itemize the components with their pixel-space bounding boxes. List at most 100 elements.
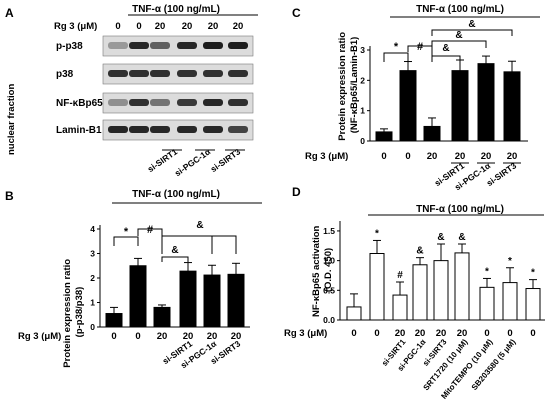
panel-c-sig-bracket [431, 40, 487, 48]
panel-d-bar [346, 306, 362, 321]
panel-a-blot-band [203, 42, 223, 49]
panel-a-treatment-label: TNF-α (100 ng/mL) [132, 4, 220, 15]
panel-c-y-tick-label: 1 [360, 106, 365, 116]
panel-c-ylabel-line1: Protein expression ratio [337, 32, 348, 141]
panel-b-y-tick-label: 2 [90, 273, 95, 283]
panel-a-knockdown-label: si-PGC-1α [173, 146, 213, 178]
panel-d-treatment-label: SB203580 (5 μM) [470, 337, 518, 392]
panel-d-bar-mark: & [458, 232, 465, 243]
panel-c-bar [375, 131, 393, 142]
panel-a-blot-band [108, 70, 128, 77]
panel-a-blot-band [150, 99, 170, 106]
panel-b-ylabel: Protein expression ratio (p-p38/p38) [62, 256, 85, 367]
panel-b-x-label: 20 [207, 331, 218, 342]
panel-c-x-label: 20 [507, 151, 518, 162]
panel-a-fraction-label: nuclear fraction [6, 84, 17, 155]
panel-b-bar [105, 313, 123, 328]
panel-b-bar [227, 273, 245, 328]
panel-d: D TNF-α (100 ng/mL) NF-κBp65 activation … [284, 185, 545, 401]
panel-d-bar [369, 253, 385, 321]
panel-b-y-tick-label: 1 [90, 298, 95, 308]
panel-b-rg3-label: Rg 3 (μM) [18, 331, 61, 342]
panel-c-sig-label: & [442, 43, 449, 54]
panel-d-ylabel: NF-κBp65 activation (O.D. 450) [311, 223, 334, 317]
panel-a-lane-label: 20 [233, 21, 244, 32]
panel-c-sig-bracket [383, 52, 409, 62]
panel-d-treatment-label: TNF-α (100 ng/mL) [416, 204, 504, 215]
panel-d-bar-mark: * [508, 256, 512, 267]
panel-b-y-tick-label: 3 [90, 249, 95, 259]
panel-d-x-label: 20 [457, 328, 468, 339]
panel-a: A TNF-α (100 ng/mL) Rg 3 (μM) 0 0 20 20 20 20… [5, 4, 258, 178]
panel-c-y-tick-label: 0 [360, 136, 365, 146]
panel-b-bar [129, 265, 147, 328]
panel-c-bar [477, 63, 495, 142]
panel-a-lane-label: 0 [115, 21, 120, 32]
panel-a-blot-band [150, 42, 170, 49]
panel-b-sig-label: # [147, 224, 153, 236]
panel-c-rg3-label: Rg 3 (μM) [305, 151, 348, 162]
panel-c-x-label: 0 [405, 151, 410, 162]
panel-d-ylabel-line2: (O.D. 450) [323, 248, 334, 292]
panel-c-ylabel: Protein expression ratio (NF-κBp65/Lamin… [337, 29, 360, 140]
panel-d-chart: 0.00.51.01.50 0 20 20 20 20 0 0 0*#&& &***si-SIRT… [323, 221, 545, 401]
panel-b-treatment-label: TNF-α (100 ng/mL) [132, 189, 220, 200]
panel-b-y-tick-label: 4 [90, 224, 95, 234]
panel-a-blot-band [203, 99, 223, 106]
panel-d-bar [392, 294, 408, 321]
panel-b-sig-bracket [161, 235, 237, 254]
panel-d-x-label: 20 [436, 328, 447, 339]
panel-a-blot-label: NF-κBp65 [56, 98, 103, 109]
panel-d-y-tick-label: 0.5 [323, 285, 335, 295]
panel-c-sig-label: * [394, 41, 399, 53]
panel-a-blot-band [228, 70, 248, 77]
panel-c-bar [399, 70, 417, 142]
panel-c-sig-label: & [455, 30, 462, 41]
panel-a-lane-label: 0 [136, 21, 141, 32]
panel-c-y-tick-label: 3 [360, 45, 365, 55]
panel-d-bar [454, 252, 470, 321]
panel-d-bar-mark: & [437, 232, 444, 243]
panel-a-letter: A [5, 6, 14, 20]
panel-d-bar [412, 264, 428, 321]
panel-d-bar-mark: & [416, 246, 423, 257]
panel-a-blot-band [203, 70, 223, 77]
panel-a-blot-band [203, 126, 223, 133]
panel-b: B TNF-α (100 ng/mL) Protein expression r… [5, 189, 262, 370]
panel-c-ylabel-line2: (NF-κBp65/Lamin-B1) [349, 37, 360, 134]
panel-b-x-label: 0 [135, 331, 140, 342]
panel-b-ylabel-line1: Protein expression ratio [62, 259, 73, 368]
panel-c-bar [503, 71, 521, 142]
panel-b-y-tick-label: 0 [90, 322, 95, 332]
panel-d-letter: D [292, 185, 301, 199]
panel-d-ylabel-line1: NF-κBp65 activation [311, 225, 322, 317]
panel-b-x-label: 20 [231, 331, 242, 342]
panel-a-blot-band [129, 42, 149, 49]
panel-a-blot-label: p38 [56, 69, 74, 80]
panel-a-blot-band [228, 99, 248, 106]
panel-b-sig-bracket [161, 256, 189, 262]
panel-d-bar-mark: # [397, 270, 403, 281]
panel-c: C TNF-α (100 ng/mL) Protein expression r… [292, 4, 540, 192]
panel-c-bar [423, 125, 441, 142]
panel-c-sig-bracket [431, 29, 513, 36]
panel-a-rg3-label: Rg 3 (μM) [54, 21, 97, 32]
panel-d-y-tick-label: 1.0 [323, 256, 335, 266]
panel-c-x-label: 20 [427, 151, 438, 162]
panel-b-x-label: 0 [111, 331, 116, 342]
panel-a-blot-band [129, 70, 149, 77]
panel-c-x-label: 20 [455, 151, 466, 162]
panel-d-bar-mark: * [375, 228, 379, 239]
panel-d-bar [502, 282, 518, 321]
panel-d-x-label: 20 [415, 328, 426, 339]
panel-a-blot-band [150, 126, 170, 133]
panel-c-sig-label: # [417, 41, 423, 53]
panel-d-x-label: 0 [507, 328, 512, 339]
panel-a-lane-label: 20 [208, 21, 219, 32]
panel-d-y-tick-label: 0.0 [323, 315, 335, 325]
panel-a-blot-band [129, 99, 149, 106]
panel-a-blot-band [177, 126, 197, 133]
panel-d-bar-mark: * [531, 268, 535, 279]
panel-d-y-tick-label: 1.5 [323, 226, 335, 236]
